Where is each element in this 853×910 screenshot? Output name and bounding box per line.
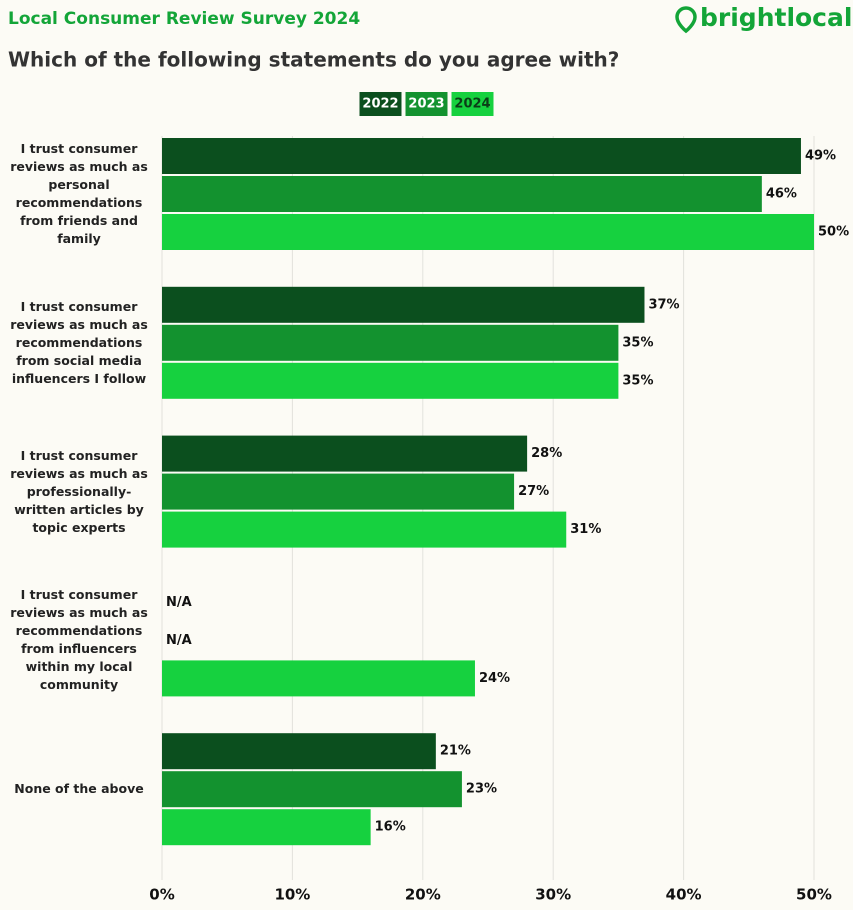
value-label: N/A [166, 595, 192, 610]
bar [162, 660, 475, 697]
value-label: 35% [622, 373, 653, 388]
brand-logo: brightlocal [675, 3, 852, 34]
bar [162, 362, 619, 399]
legend-label: 2024 [454, 97, 490, 112]
x-tick-label: 10% [274, 886, 310, 904]
bar [162, 176, 762, 212]
value-label: 35% [622, 335, 653, 350]
brand: brightlocal [700, 3, 852, 32]
value-label: 46% [766, 187, 797, 202]
value-label: 28% [531, 446, 562, 461]
bar [162, 138, 801, 174]
value-label: 31% [570, 522, 601, 537]
x-tick-label: 30% [535, 886, 571, 904]
legend-swatch [359, 92, 402, 116]
bar [162, 324, 619, 361]
bar [162, 435, 528, 472]
x-tick-label: 40% [666, 886, 702, 904]
category-label: I trust consumer reviews as much as reco… [10, 587, 148, 693]
value-label: 27% [518, 484, 549, 499]
value-label: 21% [440, 744, 471, 759]
bar [162, 733, 436, 770]
x-tick-label: 0% [149, 886, 174, 904]
category-label: None of the above [14, 781, 144, 797]
bar [162, 214, 814, 250]
value-label: 50% [818, 225, 849, 240]
chart-subtitle: Which of the following statements do you… [8, 48, 619, 72]
value-label: 23% [466, 782, 497, 797]
bar [162, 771, 462, 808]
category-label: I trust consumer reviews as much as reco… [10, 298, 148, 386]
legend-label: 2023 [408, 97, 444, 112]
value-label: 24% [479, 671, 510, 686]
category-label: I trust consumer reviews as much as pers… [10, 141, 148, 246]
chart-title: Local Consumer Review Survey 2024 [8, 9, 360, 29]
value-label: 16% [375, 820, 406, 835]
value-label: N/A [166, 633, 192, 648]
x-tick-label: 50% [796, 886, 832, 904]
category-label: I trust consumer reviews as much as prof… [10, 447, 148, 535]
legend-label: 2022 [362, 97, 398, 112]
value-label: 49% [805, 149, 836, 164]
value-label: 37% [648, 297, 679, 312]
legend-swatch [405, 92, 448, 116]
x-tick-label: 20% [405, 886, 441, 904]
bar [162, 473, 515, 510]
legend-swatch [451, 92, 494, 116]
bar [162, 809, 371, 846]
bar [162, 286, 645, 323]
bar [162, 511, 567, 548]
